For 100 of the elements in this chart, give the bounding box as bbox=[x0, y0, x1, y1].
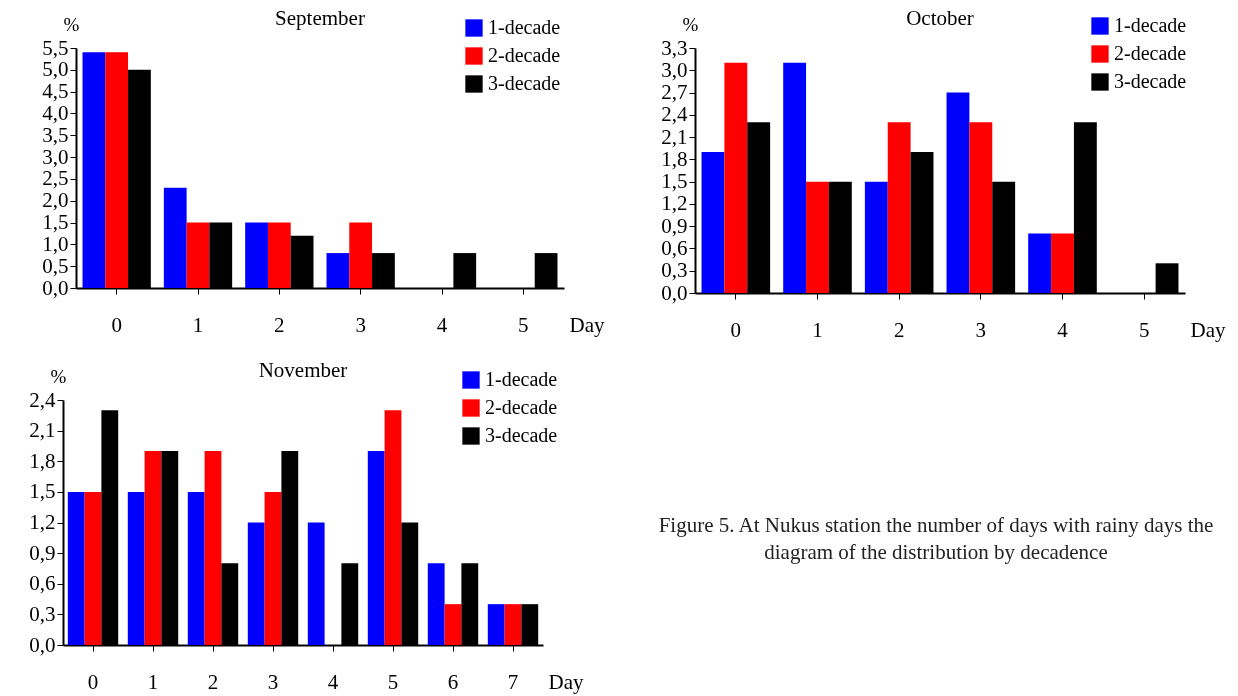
bar bbox=[946, 92, 970, 293]
y-tick-label: 1,5 bbox=[29, 479, 56, 504]
y-tick-label: 2,7 bbox=[661, 80, 688, 105]
y-tick-label: 3,5 bbox=[42, 122, 69, 147]
legend-label: 2-decade bbox=[1114, 42, 1187, 64]
bar bbox=[427, 563, 445, 645]
bar bbox=[701, 151, 725, 293]
x-axis-title: Day bbox=[1190, 317, 1226, 342]
bar bbox=[444, 604, 462, 645]
bar bbox=[105, 52, 129, 288]
y-tick-label: 0,6 bbox=[661, 235, 688, 260]
y-tick-label: 0,5 bbox=[42, 253, 69, 278]
x-axis-title: Day bbox=[548, 669, 584, 694]
bar bbox=[864, 181, 888, 293]
x-tick-label: 0 bbox=[730, 317, 742, 342]
y-tick-label: 1,8 bbox=[661, 146, 688, 171]
legend-label: 1-decade bbox=[488, 16, 561, 38]
bar bbox=[384, 410, 402, 645]
y-axis-title: % bbox=[682, 13, 699, 35]
x-tick-label: 2 bbox=[207, 669, 219, 694]
x-tick-label: 2 bbox=[274, 312, 285, 337]
x-tick-label: 3 bbox=[355, 312, 366, 337]
x-tick-label: 0 bbox=[87, 669, 99, 694]
legend-label: 3-decade bbox=[1114, 70, 1187, 92]
bar bbox=[487, 604, 505, 645]
bar bbox=[247, 522, 265, 645]
bar bbox=[326, 253, 350, 288]
y-tick-label: 1,8 bbox=[29, 448, 56, 473]
chart-title: September bbox=[275, 6, 365, 30]
bar bbox=[84, 491, 102, 645]
x-tick-label: 7 bbox=[507, 669, 519, 694]
bar bbox=[127, 491, 145, 645]
x-tick-label: 6 bbox=[447, 669, 459, 694]
y-tick-label: 0,3 bbox=[661, 258, 688, 283]
y-tick-label: 2,1 bbox=[29, 418, 56, 443]
bar bbox=[1051, 233, 1074, 293]
bar bbox=[82, 52, 106, 288]
bar bbox=[806, 181, 829, 293]
bar bbox=[245, 222, 268, 288]
y-tick-label: 0,0 bbox=[42, 275, 69, 300]
y-tick-label: 3,3 bbox=[661, 35, 688, 60]
y-tick-label: 0,0 bbox=[29, 632, 56, 657]
bar bbox=[163, 187, 187, 288]
bar bbox=[969, 122, 993, 293]
y-tick-label: 0,6 bbox=[29, 571, 56, 596]
y-tick-label: 0,3 bbox=[29, 601, 56, 626]
y-tick-label: 5,5 bbox=[42, 35, 69, 60]
x-tick-label: 1 bbox=[812, 317, 823, 342]
x-tick-label: 1 bbox=[147, 669, 159, 694]
bar bbox=[204, 451, 222, 645]
x-tick-label: 1 bbox=[192, 312, 204, 337]
legend-label: 2-decade bbox=[488, 44, 561, 66]
x-axis-title: Day bbox=[569, 312, 605, 337]
chart-title: November bbox=[258, 358, 348, 382]
legend-label: 2-decade bbox=[485, 396, 558, 418]
legend-label: 3-decade bbox=[485, 424, 558, 446]
bar bbox=[1028, 233, 1052, 293]
caption: Figure 5. At Nukus station the number of days with rainy days the diagram of the distribution by decadence bbox=[657, 512, 1215, 567]
legend-label: 1-decade bbox=[485, 368, 558, 390]
y-tick-label: 1,5 bbox=[661, 169, 688, 194]
bar bbox=[504, 604, 522, 645]
x-tick-label: 0 bbox=[111, 312, 122, 337]
y-tick-label: 1,2 bbox=[661, 191, 688, 216]
legend-label: 1-decade bbox=[1114, 14, 1187, 36]
y-tick-label: 2,1 bbox=[661, 124, 688, 149]
y-axis-title: % bbox=[50, 365, 67, 387]
bar bbox=[67, 491, 85, 645]
bar bbox=[367, 451, 385, 645]
x-tick-label: 4 bbox=[1057, 317, 1069, 342]
bar bbox=[187, 491, 205, 645]
bar bbox=[144, 451, 162, 645]
legend-label: 3-decade bbox=[488, 72, 561, 94]
x-tick-label: 4 bbox=[327, 669, 339, 694]
y-tick-label: 0,0 bbox=[661, 280, 688, 305]
x-tick-label: 5 bbox=[1138, 317, 1150, 342]
y-tick-label: 3,0 bbox=[42, 144, 69, 169]
x-tick-label: 5 bbox=[387, 669, 399, 694]
y-tick-label: 3,0 bbox=[661, 57, 688, 82]
x-tick-label: 2 bbox=[893, 317, 905, 342]
y-tick-label: 2,4 bbox=[661, 102, 688, 127]
bar bbox=[349, 222, 373, 288]
y-axis-title: % bbox=[63, 13, 80, 35]
y-tick-label: 2,4 bbox=[29, 387, 56, 412]
bar bbox=[186, 222, 210, 288]
bar bbox=[724, 62, 748, 293]
bar bbox=[307, 522, 325, 645]
x-tick-label: 3 bbox=[975, 317, 987, 342]
y-tick-label: 1,2 bbox=[29, 510, 56, 534]
x-tick-label: 5 bbox=[518, 312, 529, 337]
y-tick-label: 2,0 bbox=[42, 188, 69, 213]
bar bbox=[887, 122, 911, 293]
bar bbox=[267, 222, 291, 288]
bar bbox=[783, 62, 807, 293]
y-tick-label: 5,0 bbox=[42, 57, 69, 82]
x-tick-label: 3 bbox=[267, 669, 279, 694]
x-tick-label: 4 bbox=[436, 312, 448, 337]
y-tick-label: 0,9 bbox=[29, 540, 56, 565]
bar bbox=[264, 491, 282, 645]
chart-title: October bbox=[906, 6, 974, 30]
y-tick-label: 2,5 bbox=[42, 166, 69, 191]
